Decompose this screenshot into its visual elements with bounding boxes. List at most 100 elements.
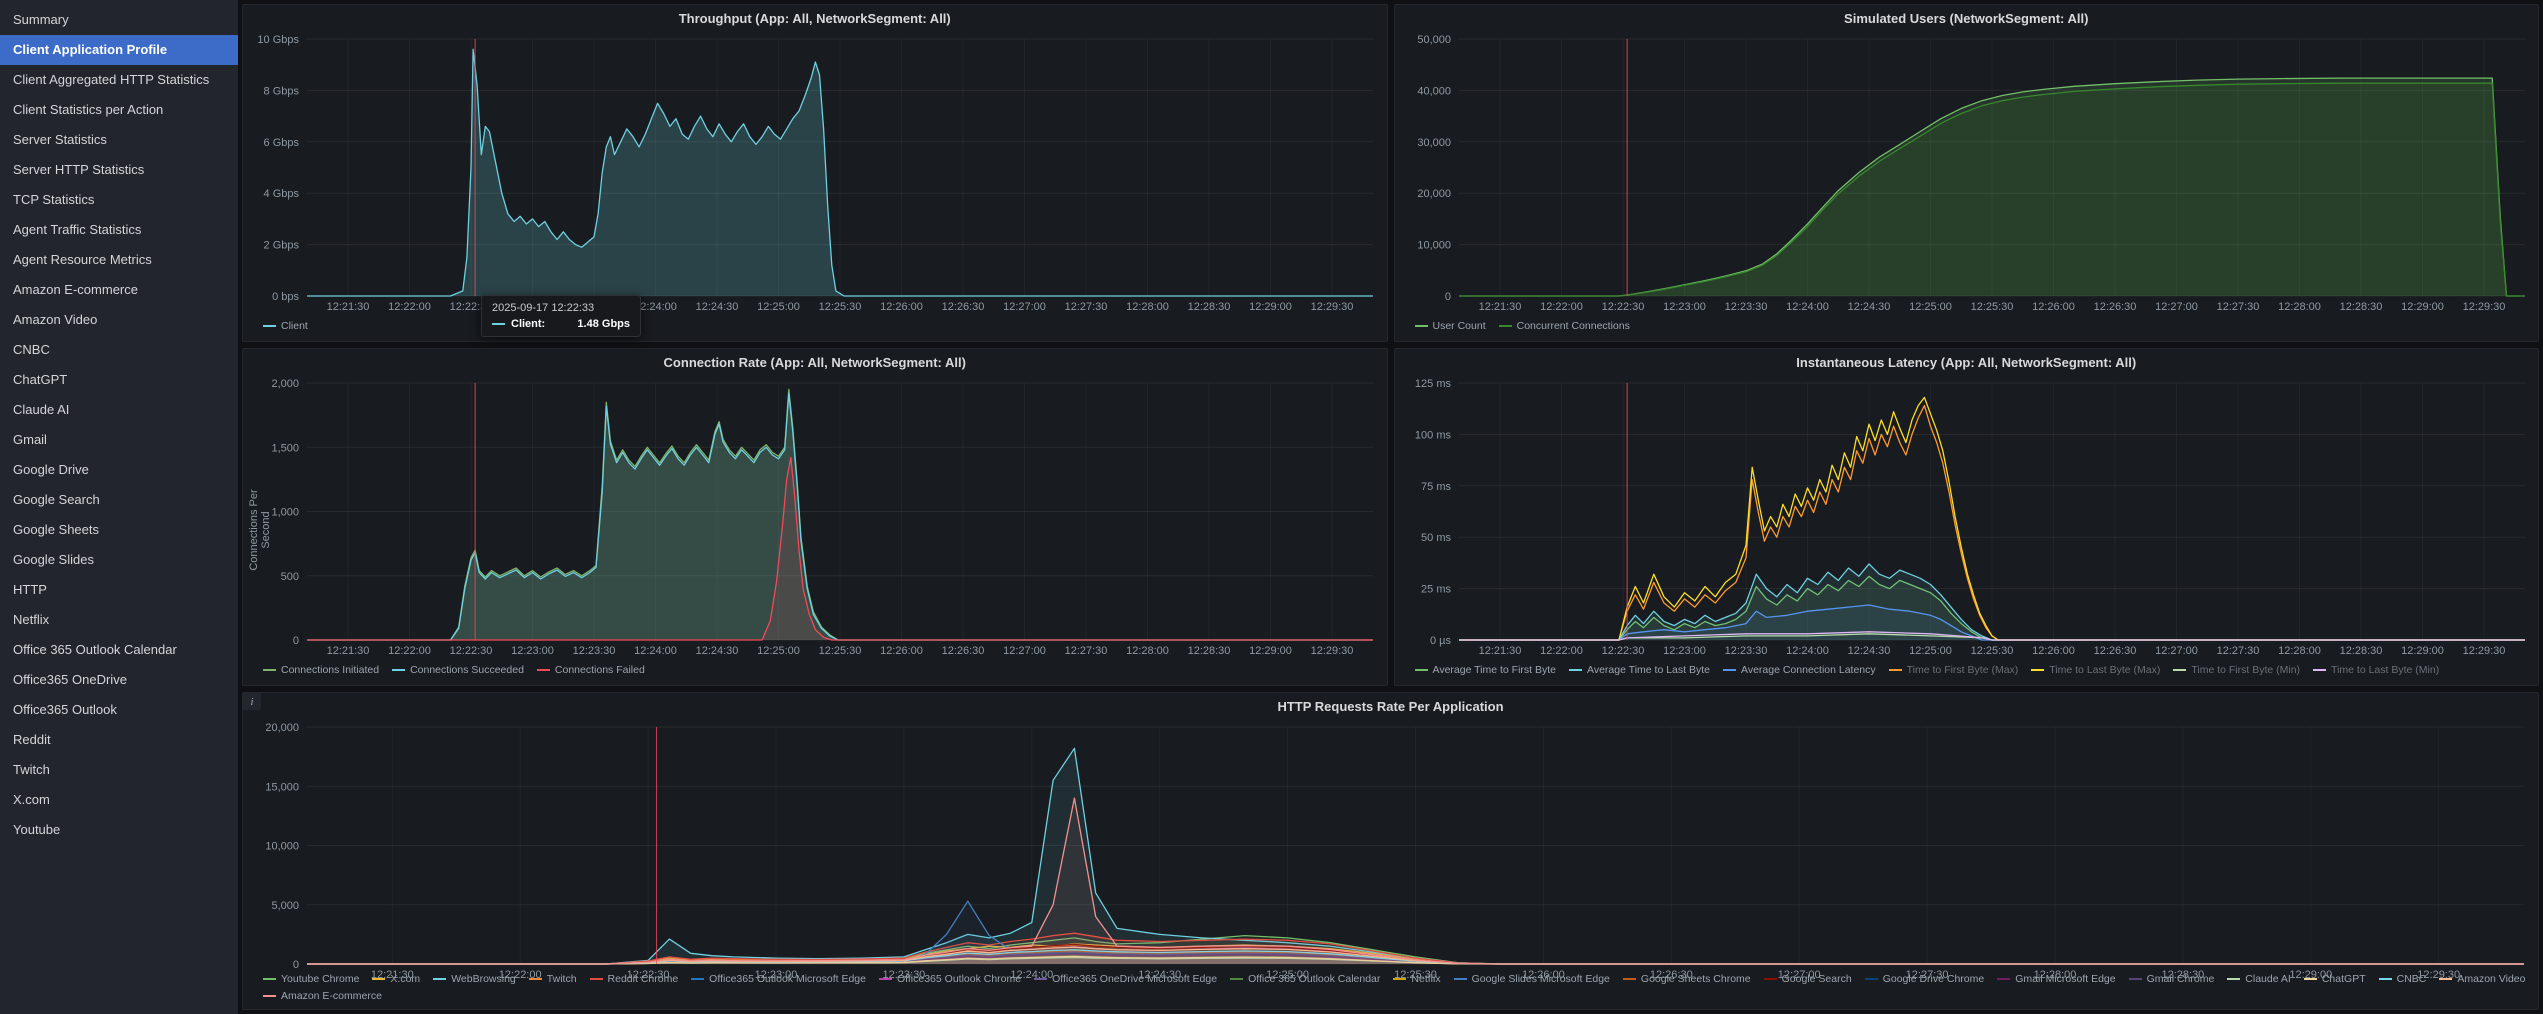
dashboard-app: SummaryClient Application ProfileClient … bbox=[0, 0, 2543, 1014]
panel-title-simulated-users[interactable]: Simulated Users (NetworkSegment: All) bbox=[1844, 11, 2088, 26]
svg-text:12:28:30: 12:28:30 bbox=[1188, 645, 1231, 657]
svg-text:12:22:00: 12:22:00 bbox=[1540, 301, 1583, 313]
legend-series-color bbox=[1569, 669, 1582, 671]
legend-item[interactable]: Time to First Byte (Min) bbox=[2173, 663, 2300, 677]
svg-text:12:24:30: 12:24:30 bbox=[1847, 301, 1890, 313]
chart-canvas[interactable]: 12:21:3012:22:0012:22:3012:23:0012:23:30… bbox=[243, 719, 2538, 984]
chart-canvas[interactable]: 12:21:3012:22:0012:22:3012:23:0012:23:30… bbox=[1395, 31, 2539, 316]
legend-item[interactable]: Client bbox=[263, 319, 308, 333]
svg-text:12:26:00: 12:26:00 bbox=[2032, 645, 2075, 657]
sidebar-item[interactable]: Google Sheets bbox=[0, 515, 238, 545]
dashboard-panels: Throughput (App: All, NetworkSegment: Al… bbox=[238, 0, 2543, 1014]
svg-text:12:23:00: 12:23:00 bbox=[511, 301, 554, 313]
svg-text:10,000: 10,000 bbox=[265, 841, 299, 853]
sidebar-item[interactable]: TCP Statistics bbox=[0, 185, 238, 215]
sidebar-item[interactable]: Netflix bbox=[0, 605, 238, 635]
chart-canvas[interactable]: 12:21:3012:22:0012:22:3012:23:0012:23:30… bbox=[243, 375, 1387, 660]
sidebar-item[interactable]: Claude AI bbox=[0, 395, 238, 425]
svg-text:12:26:30: 12:26:30 bbox=[2093, 645, 2136, 657]
sidebar-item[interactable]: Agent Resource Metrics bbox=[0, 245, 238, 275]
sidebar-item[interactable]: Office365 Outlook bbox=[0, 695, 238, 725]
sidebar-item[interactable]: Google Search bbox=[0, 485, 238, 515]
legend-item[interactable]: Connections Succeeded bbox=[392, 663, 524, 677]
svg-text:20,000: 20,000 bbox=[265, 722, 299, 734]
sidebar-item[interactable]: Agent Traffic Statistics bbox=[0, 215, 238, 245]
sidebar-item[interactable]: X.com bbox=[0, 785, 238, 815]
svg-text:12:23:30: 12:23:30 bbox=[1724, 301, 1767, 313]
svg-text:12:28:00: 12:28:00 bbox=[2278, 301, 2321, 313]
svg-text:0 bps: 0 bps bbox=[272, 291, 299, 303]
sidebar-item[interactable]: Server HTTP Statistics bbox=[0, 155, 238, 185]
svg-text:12:24:30: 12:24:30 bbox=[1847, 645, 1890, 657]
legend-item[interactable]: Connections Initiated bbox=[263, 663, 379, 677]
legend-item[interactable]: Time to Last Byte (Max) bbox=[2031, 663, 2160, 677]
svg-text:500: 500 bbox=[281, 571, 299, 583]
sidebar-item[interactable]: Reddit bbox=[0, 725, 238, 755]
sidebar-item[interactable]: Client Aggregated HTTP Statistics bbox=[0, 65, 238, 95]
svg-text:12:25:00: 12:25:00 bbox=[1266, 969, 1309, 981]
sidebar-item[interactable]: Amazon E-commerce bbox=[0, 275, 238, 305]
sidebar-item[interactable]: Twitch bbox=[0, 755, 238, 785]
legend-item[interactable]: Average Connection Latency bbox=[1723, 663, 1876, 677]
svg-text:12:22:00: 12:22:00 bbox=[1540, 645, 1583, 657]
sidebar-item[interactable]: CNBC bbox=[0, 335, 238, 365]
sidebar-item[interactable]: Office 365 Outlook Calendar bbox=[0, 635, 238, 665]
svg-text:50,000: 50,000 bbox=[1417, 34, 1451, 46]
svg-text:1,500: 1,500 bbox=[271, 442, 299, 454]
svg-text:12:22:00: 12:22:00 bbox=[499, 969, 542, 981]
legend-item[interactable]: Concurrent Connections bbox=[1499, 319, 1630, 333]
legend-series-color bbox=[392, 669, 405, 671]
svg-text:2 Gbps: 2 Gbps bbox=[264, 240, 300, 252]
svg-text:12:27:00: 12:27:00 bbox=[2155, 301, 2198, 313]
legend-item[interactable]: Amazon E-commerce bbox=[263, 989, 382, 1003]
legend-item[interactable]: Average Time to Last Byte bbox=[1569, 663, 1710, 677]
panel-title-http-requests[interactable]: HTTP Requests Rate Per Application bbox=[1277, 699, 1503, 714]
svg-text:12:29:00: 12:29:00 bbox=[1249, 301, 1292, 313]
sidebar-item[interactable]: Gmail bbox=[0, 425, 238, 455]
svg-text:12:24:30: 12:24:30 bbox=[1138, 969, 1181, 981]
chart-canvas[interactable]: 12:21:3012:22:0012:22:3012:23:0012:23:30… bbox=[1395, 375, 2539, 660]
svg-text:12:29:30: 12:29:30 bbox=[2462, 301, 2505, 313]
legend-item[interactable]: Connections Failed bbox=[537, 663, 645, 677]
sidebar-item[interactable]: Office365 OneDrive bbox=[0, 665, 238, 695]
latency-legend: Average Time to First Byte Average Time t… bbox=[1395, 660, 2539, 685]
sidebar-item[interactable]: Summary bbox=[0, 5, 238, 35]
sidebar-item[interactable]: Client Application Profile bbox=[0, 35, 238, 65]
svg-text:12:28:30: 12:28:30 bbox=[2339, 645, 2382, 657]
svg-text:12:24:00: 12:24:00 bbox=[1786, 301, 1829, 313]
sidebar-item[interactable]: HTTP bbox=[0, 575, 238, 605]
panel-latency: Instantaneous Latency (App: All, Network… bbox=[1394, 348, 2540, 686]
chart-canvas[interactable]: 12:21:3012:22:0012:22:3012:23:0012:23:30… bbox=[243, 31, 1387, 316]
legend-item[interactable]: Time to Last Byte (Min) bbox=[2313, 663, 2439, 677]
simulated-users-chart: 12:21:3012:22:0012:22:3012:23:0012:23:30… bbox=[1395, 31, 2539, 316]
svg-text:25 ms: 25 ms bbox=[1421, 584, 1451, 596]
legend-item[interactable]: Average Time to First Byte bbox=[1415, 663, 1557, 677]
sidebar-item[interactable]: Server Statistics bbox=[0, 125, 238, 155]
panel-title-connection-rate[interactable]: Connection Rate (App: All, NetworkSegmen… bbox=[664, 355, 966, 370]
svg-text:12:28:00: 12:28:00 bbox=[1126, 301, 1169, 313]
svg-text:12:28:30: 12:28:30 bbox=[1188, 301, 1231, 313]
svg-text:0: 0 bbox=[293, 959, 299, 971]
sidebar-item[interactable]: Google Drive bbox=[0, 455, 238, 485]
sidebar-item[interactable]: ChatGPT bbox=[0, 365, 238, 395]
svg-text:12:29:30: 12:29:30 bbox=[1311, 645, 1354, 657]
legend-item[interactable]: User Count bbox=[1415, 319, 1486, 333]
latency-chart: 12:21:3012:22:0012:22:3012:23:0012:23:30… bbox=[1395, 375, 2539, 660]
svg-text:12:21:30: 12:21:30 bbox=[1478, 645, 1521, 657]
svg-text:12:27:00: 12:27:00 bbox=[2155, 645, 2198, 657]
panel-info-icon[interactable]: i bbox=[243, 693, 261, 710]
panel-title-latency[interactable]: Instantaneous Latency (App: All, Network… bbox=[1796, 355, 2136, 370]
sidebar-item[interactable]: Client Statistics per Action bbox=[0, 95, 238, 125]
svg-text:12:23:30: 12:23:30 bbox=[882, 969, 925, 981]
svg-text:12:23:00: 12:23:00 bbox=[755, 969, 798, 981]
svg-text:12:24:30: 12:24:30 bbox=[696, 301, 739, 313]
svg-text:12:22:30: 12:22:30 bbox=[1601, 301, 1644, 313]
sidebar-item[interactable]: Amazon Video bbox=[0, 305, 238, 335]
svg-text:12:21:30: 12:21:30 bbox=[1478, 301, 1521, 313]
svg-text:12:25:00: 12:25:00 bbox=[757, 645, 800, 657]
svg-text:12:27:00: 12:27:00 bbox=[1003, 645, 1046, 657]
panel-title-throughput[interactable]: Throughput (App: All, NetworkSegment: Al… bbox=[679, 11, 951, 26]
legend-item[interactable]: Time to First Byte (Max) bbox=[1889, 663, 2019, 677]
sidebar-item[interactable]: Youtube bbox=[0, 815, 238, 845]
sidebar-item[interactable]: Google Slides bbox=[0, 545, 238, 575]
